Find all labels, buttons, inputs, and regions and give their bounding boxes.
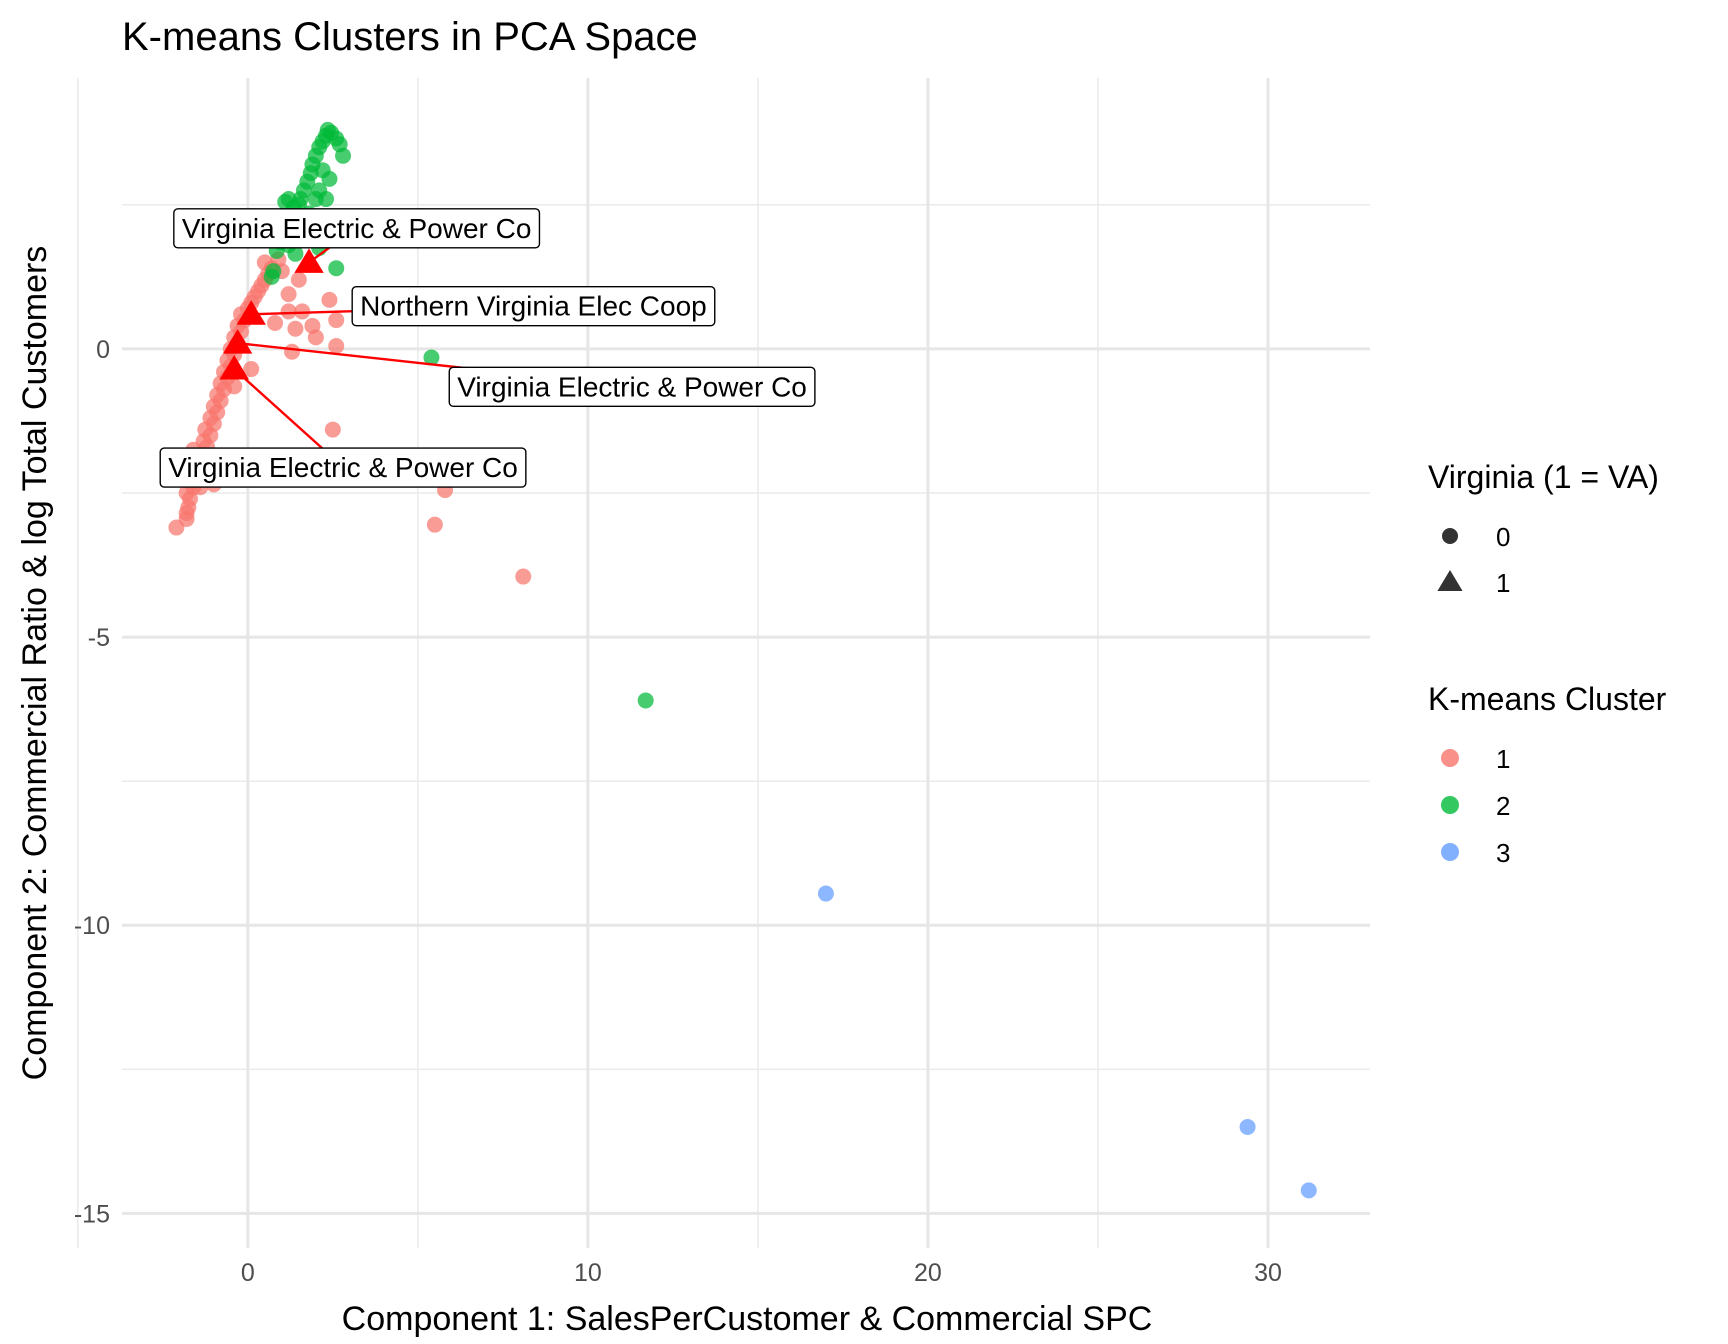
callout-box xyxy=(351,285,716,327)
cluster-2-point xyxy=(637,692,654,709)
callout-text: Virginia Electric & Power Co xyxy=(457,371,807,402)
cluster-1-point xyxy=(284,343,301,360)
cluster-1-point xyxy=(324,421,341,438)
callouts: Virginia Electric & Power Co Northern Vir… xyxy=(159,208,816,488)
cluster-3-point xyxy=(817,885,834,902)
legend-key-circle xyxy=(1442,528,1458,544)
callout-text: Virginia Electric & Power Co xyxy=(182,213,532,244)
cluster-1-point xyxy=(267,314,284,331)
legend-key-cluster-2 xyxy=(1441,796,1459,814)
cluster-1-point xyxy=(321,291,338,308)
cluster-2-point xyxy=(318,191,335,208)
virginia-triangle-point xyxy=(236,300,266,325)
legend: Virginia (1 = VA) 0 1 K-means Cluster 1 2 3 xyxy=(1428,459,1667,868)
y-tick-label: -10 xyxy=(74,912,110,940)
cluster-1-point xyxy=(280,286,297,303)
x-tick-label: 10 xyxy=(574,1259,602,1287)
legend-key-cluster-3 xyxy=(1441,843,1459,861)
cluster-1-point xyxy=(280,303,297,320)
cluster-2-point xyxy=(321,170,338,187)
legend-title-virginia: Virginia (1 = VA) xyxy=(1428,459,1659,495)
cluster-1-point xyxy=(290,271,307,288)
x-tick-label: 30 xyxy=(1254,1259,1282,1287)
cluster-1-point xyxy=(287,320,304,337)
y-tick-label: -5 xyxy=(88,624,110,652)
legend-label: 2 xyxy=(1496,791,1510,821)
cluster-2-point xyxy=(280,191,297,208)
callout-box xyxy=(173,208,541,249)
cluster-2-point xyxy=(335,147,352,164)
callout-text: Virginia Electric & Power Co xyxy=(168,452,518,483)
legend-title-cluster: K-means Cluster xyxy=(1428,681,1667,717)
cluster-1-point xyxy=(515,568,532,585)
cluster-3-point xyxy=(1300,1182,1317,1199)
callout-label: Virginia Electric & Power Co xyxy=(173,208,541,249)
virginia-triangle-point xyxy=(222,329,253,354)
cluster-2-point xyxy=(263,268,280,285)
callout-label: Northern Virginia Elec Coop xyxy=(351,285,716,327)
chart-title: K-means Clusters in PCA Space xyxy=(122,15,698,59)
legend-label: 0 xyxy=(1496,522,1510,552)
legend-key-cluster-1 xyxy=(1441,749,1459,767)
x-axis-title: Component 1: SalesPerCustomer & Commerci… xyxy=(342,1300,1153,1338)
cluster-1-point xyxy=(294,303,311,320)
callout-label: Virginia Electric & Power Co xyxy=(159,447,527,488)
cluster-2-point xyxy=(423,349,440,366)
x-tick-label: 20 xyxy=(914,1259,942,1287)
tick-labels: 0 10 20 30 0 -5 -10 -15 xyxy=(74,336,1282,1287)
cluster-3-point xyxy=(1239,1118,1256,1135)
x-tick-label: 0 xyxy=(241,1259,255,1287)
cluster-1-point xyxy=(426,516,443,533)
cluster-1-point xyxy=(226,378,243,395)
virginia-triangle-point xyxy=(219,355,249,380)
legend-key-triangle xyxy=(1437,570,1463,591)
cluster-1-point xyxy=(307,329,324,346)
y-tick-label: -15 xyxy=(74,1200,110,1228)
virginia-triangle-point xyxy=(294,248,324,273)
cluster-1-point xyxy=(243,361,260,378)
callout-text: Northern Virginia Elec Coop xyxy=(360,291,707,322)
legend-label: 1 xyxy=(1496,744,1510,774)
cluster-1-point xyxy=(328,312,345,329)
callout-box xyxy=(448,366,816,408)
callout-box xyxy=(159,447,527,488)
y-axis-title: Component 2: Commercial Ratio & log Tota… xyxy=(16,246,54,1081)
gridlines xyxy=(76,78,1370,1248)
legend-label: 1 xyxy=(1496,568,1510,598)
cluster-2-point xyxy=(328,260,345,277)
y-tick-label: 0 xyxy=(96,336,110,364)
callout-label: Virginia Electric & Power Co xyxy=(448,366,816,408)
cluster-1-point xyxy=(328,338,345,355)
legend-label: 3 xyxy=(1496,838,1510,868)
